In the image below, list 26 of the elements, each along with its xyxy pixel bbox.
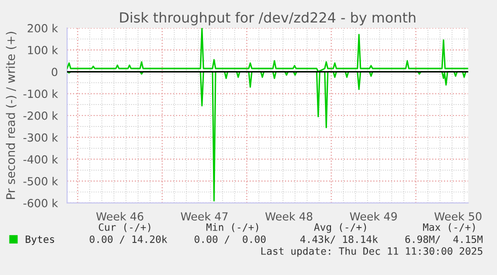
y-tick-label: -300 k bbox=[23, 133, 58, 142]
y-tick-label: -200 k bbox=[23, 111, 58, 120]
text: 4.43k/ 18.14k bbox=[300, 235, 378, 244]
text: Cur (-/+) bbox=[98, 223, 150, 232]
x-tick-label: Week 46 bbox=[96, 212, 144, 221]
text: 0.00 / 14.20k bbox=[90, 235, 168, 244]
y-tick-label: 100 k bbox=[28, 46, 58, 54]
y-tick-label: 200 k bbox=[28, 24, 58, 32]
x-tick-label: Week 49 bbox=[350, 212, 397, 221]
y-tick-label: 0 bbox=[52, 68, 58, 76]
text: 0.00 / 0.00 bbox=[194, 235, 266, 244]
y-axis-title: Pr second read (-) / write (+) bbox=[6, 32, 16, 199]
y-tick-label: -500 k bbox=[23, 176, 58, 186]
text: Min (-/+) bbox=[206, 223, 258, 232]
text: Max (-/+) bbox=[423, 223, 475, 232]
text: Avg (-/+) bbox=[314, 223, 366, 233]
chart-title: Disk throughput for /dev/zd224 - by month bbox=[120, 12, 416, 26]
y-tick-label: -100 k bbox=[23, 89, 58, 98]
text: Last update: Thu Dec 11 11:30:00 2025 bbox=[261, 247, 482, 257]
x-tick-label: Week 47 bbox=[180, 212, 228, 221]
y-tick-label: -600 k bbox=[23, 198, 58, 208]
x-tick-label: Week 48 bbox=[265, 212, 312, 221]
legend-label: Bytes bbox=[26, 236, 54, 245]
text: 6.98M/ 4.15M bbox=[405, 235, 483, 244]
x-tick-label: Week 50 bbox=[434, 212, 482, 221]
y-tick-label: -400 k bbox=[23, 155, 58, 164]
